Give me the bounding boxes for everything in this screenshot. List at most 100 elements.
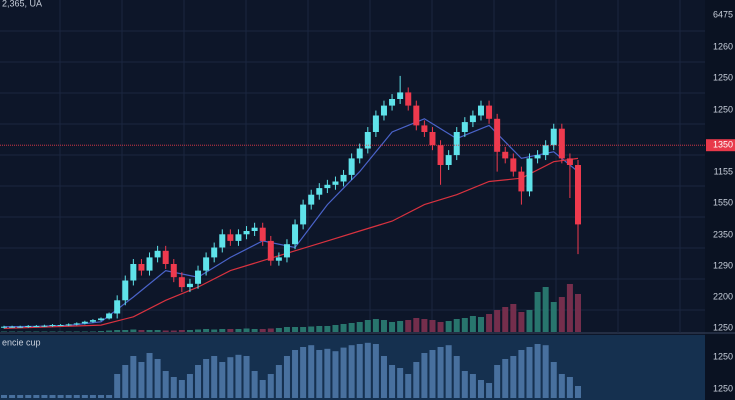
candle-body: [211, 247, 218, 258]
oscillator-bar: [445, 345, 452, 398]
volume-bar: [364, 320, 371, 332]
volume-bar: [203, 329, 210, 332]
volume-bar: [122, 330, 129, 332]
volume-bar: [380, 320, 387, 332]
symbol-header: 2,365, UA: [2, 0, 42, 8]
oscillator-bar: [81, 395, 88, 398]
volume-bar: [526, 310, 533, 332]
volume-bar: [114, 330, 121, 332]
volume-bar: [17, 331, 24, 332]
volume-bar: [429, 320, 436, 332]
oscillator-bar: [332, 351, 339, 398]
volume-bar: [49, 331, 56, 332]
candle-body: [33, 326, 40, 328]
oscillator-bar: [65, 395, 72, 398]
volume-bar: [1, 331, 7, 332]
volume-bar: [178, 330, 185, 332]
candle-body: [283, 244, 290, 258]
oscillator-bar: [421, 353, 428, 398]
oscillator-bar: [227, 357, 234, 398]
candle-body: [372, 115, 379, 132]
oscillator-bar: [364, 342, 371, 398]
oscillator-bar: [114, 374, 121, 398]
volume-bar: [57, 331, 64, 332]
candle-body: [477, 105, 484, 116]
plot: 1350: [0, 75, 735, 398]
oscillator-bar: [389, 365, 396, 398]
candle-body: [154, 250, 161, 258]
candle-body: [526, 158, 533, 192]
volume-bar: [445, 321, 452, 332]
volume-bar: [170, 330, 177, 332]
volume-bar: [494, 310, 501, 332]
volume-bar: [211, 329, 218, 332]
oscillator-bar: [477, 380, 484, 398]
volume-bar: [518, 312, 525, 332]
oscillator-bar: [437, 347, 444, 398]
candle-body: [534, 155, 541, 159]
grid: [0, 0, 705, 333]
price-label: 2200: [713, 291, 733, 301]
candle-body: [380, 105, 387, 116]
oscillator-bar: [1, 395, 7, 398]
oscillator-bar: [243, 356, 250, 398]
volume-bar: [300, 327, 307, 332]
oscillator-bar: [380, 356, 387, 398]
oscillator-bar: [550, 362, 557, 398]
oscillator-bar: [162, 371, 169, 398]
panel-label: encie cup: [2, 337, 41, 347]
volume-bar: [389, 322, 396, 332]
volume-bar: [186, 330, 193, 332]
oscillator-bar: [429, 350, 436, 398]
candle-body: [494, 118, 501, 152]
oscillator-bar: [89, 395, 96, 398]
volume-bar: [25, 331, 32, 332]
candle-body: [17, 326, 24, 328]
volume-bar: [534, 292, 541, 332]
volume-bar: [275, 328, 282, 332]
volume-bar: [453, 319, 460, 332]
volume-bar: [138, 330, 145, 332]
price-label: 1260: [713, 41, 733, 51]
candle-body: [251, 227, 258, 231]
oscillator-bar: [275, 365, 282, 398]
candle-body: [469, 115, 476, 123]
volume-bar: [308, 326, 315, 332]
candle-body: [138, 264, 145, 271]
lower-label: 1250: [713, 351, 733, 361]
candle-body: [235, 234, 242, 241]
oscillator-bar: [170, 377, 177, 398]
volume-bar: [437, 322, 444, 332]
candle-body: [340, 174, 347, 182]
oscillator-bar: [259, 380, 266, 398]
volume-bar: [542, 287, 549, 332]
oscillator-bar: [267, 374, 274, 398]
oscillator-bar: [348, 345, 355, 398]
volume-bar: [316, 326, 323, 332]
volume-bar: [243, 328, 250, 332]
volume-bar: [9, 331, 16, 332]
oscillator-bar: [178, 380, 185, 398]
candle-body: [575, 165, 581, 225]
volume-bar: [251, 329, 258, 332]
price-line-tag: [706, 139, 735, 152]
price-label: 1290: [713, 260, 733, 270]
candle-body: [308, 194, 315, 205]
oscillator-bar: [558, 374, 565, 398]
candle-body: [122, 280, 129, 301]
candle-body: [364, 132, 371, 149]
candle-body: [41, 325, 48, 327]
candle-body: [518, 171, 525, 192]
volume-bar: [575, 294, 581, 332]
price-label: 1550: [713, 197, 733, 207]
candle-body: [389, 99, 396, 106]
oscillator-bar: [372, 344, 379, 398]
candle-body: [421, 125, 428, 132]
oscillator-bar: [219, 362, 226, 398]
volume-bar: [413, 318, 420, 332]
oscillator-bar: [195, 365, 202, 398]
volume-bar: [41, 331, 48, 332]
oscillator-bar: [154, 359, 161, 398]
candle-body: [510, 158, 517, 172]
